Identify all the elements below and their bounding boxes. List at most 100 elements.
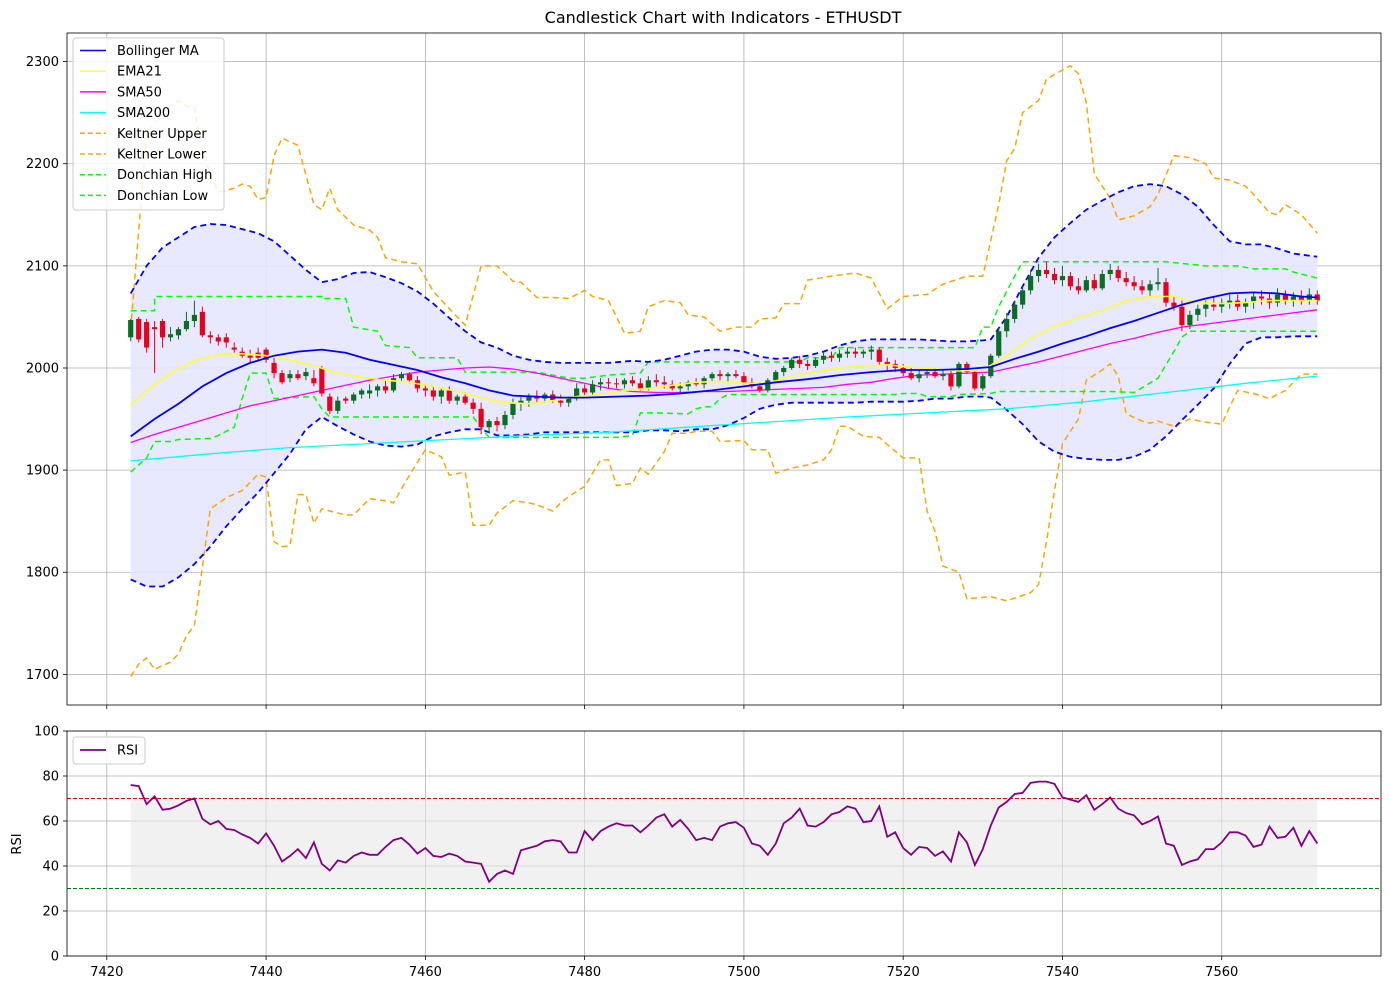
candle-body — [271, 362, 277, 374]
candle-body — [781, 367, 787, 373]
candle-body — [836, 353, 843, 358]
rsi-legend-frame — [72, 736, 146, 765]
candle-body — [1203, 304, 1209, 309]
candle-body — [1187, 314, 1193, 326]
candle-body — [382, 386, 389, 391]
candle-body — [1083, 280, 1089, 291]
candle-body — [773, 372, 779, 381]
candle-body — [486, 421, 492, 428]
candle-body — [534, 396, 540, 399]
candle-body — [908, 373, 914, 379]
candle-body — [335, 400, 341, 411]
price-y-tick-label: 1700 — [26, 668, 59, 683]
candle-body — [1155, 282, 1161, 285]
candle-body — [1091, 280, 1097, 289]
candle-body — [1250, 296, 1257, 303]
candle-body — [398, 374, 405, 379]
candle-body — [159, 321, 166, 338]
candle-body — [422, 388, 428, 391]
bollinger-ma-line — [130, 291, 1318, 438]
candle-body — [1028, 276, 1034, 291]
candle-body — [653, 380, 659, 383]
candle-body — [430, 390, 436, 397]
rsi-panel-frame — [66, 730, 1382, 957]
candle-body — [502, 414, 508, 426]
rsi-line — [130, 780, 1319, 884]
candle-body — [136, 318, 142, 340]
candle-body — [948, 374, 954, 387]
candle-body — [1211, 304, 1217, 307]
rsi-x-tick-label: 7540 — [1046, 965, 1079, 980]
candle-body — [717, 374, 723, 377]
candle-body — [1219, 302, 1225, 307]
candle-body — [1099, 274, 1105, 289]
candle-body — [1195, 308, 1201, 315]
candle-body — [812, 359, 819, 366]
candle-body — [1043, 269, 1050, 275]
candle-body — [661, 382, 667, 385]
candle-body — [526, 396, 532, 401]
candle-body — [828, 355, 835, 358]
candle-body — [1298, 296, 1304, 301]
candle-body — [406, 374, 413, 381]
legend-label: Donchian Low — [117, 189, 209, 204]
rsi-y-tick-label: 100 — [34, 725, 59, 740]
sma200-line — [130, 375, 1318, 462]
candle-body — [980, 376, 986, 389]
candle-body — [1171, 302, 1177, 307]
legend-label: EMA21 — [117, 65, 162, 80]
candle-body — [597, 382, 604, 385]
candle-body — [613, 383, 620, 385]
candle-body — [1051, 274, 1058, 281]
candle-body — [175, 329, 182, 336]
candle-body — [478, 408, 484, 428]
candle-body — [574, 388, 580, 399]
rsi-y-tick-label: 60 — [42, 815, 59, 830]
rsi-y-tick-label: 20 — [42, 905, 59, 920]
candle-body — [582, 388, 588, 393]
candle-body — [1282, 294, 1289, 301]
candle-body — [1179, 306, 1185, 326]
candle-body — [645, 380, 651, 389]
candle-body — [797, 359, 803, 364]
candle-body — [884, 361, 890, 364]
candle-body — [590, 384, 596, 393]
legend-label: Keltner Lower — [117, 148, 207, 163]
bollinger-upper-line — [129, 183, 1318, 364]
candle-body — [868, 349, 874, 352]
candle-body — [1131, 282, 1137, 287]
price-y-tick-label: 2300 — [26, 55, 59, 70]
candle-body — [876, 349, 882, 362]
candle-body — [765, 380, 771, 391]
candle-body — [279, 373, 285, 383]
rsi-neutral-zone — [130, 798, 1318, 889]
candle-body — [1258, 296, 1265, 299]
rsi-x-tick-label: 7560 — [1205, 965, 1238, 980]
candle-body — [303, 372, 309, 377]
candle-body — [191, 314, 198, 321]
keltner-upper-line — [129, 64, 1318, 335]
candle-body — [343, 398, 349, 401]
candle-body — [1067, 276, 1074, 287]
candle-body — [996, 331, 1002, 356]
price-y-tick-label: 2200 — [26, 157, 59, 172]
candle-body — [733, 374, 739, 377]
legend-label: SMA50 — [117, 85, 162, 100]
candle-body — [359, 390, 365, 395]
candle-body — [605, 382, 612, 384]
candle-body — [1059, 276, 1066, 281]
candle-body — [1123, 278, 1129, 283]
candle-body — [223, 337, 229, 343]
rsi-y-tick-label: 0 — [51, 950, 59, 965]
candle-body — [319, 367, 325, 394]
candle-body — [438, 390, 444, 397]
legend-label: Bollinger MA — [117, 44, 199, 59]
candle-body — [956, 363, 962, 387]
candle-body — [932, 372, 938, 377]
candle-body — [215, 337, 221, 342]
rsi-y-axis-label: RSI — [10, 833, 25, 854]
candle-body — [669, 384, 675, 389]
legend-frame — [72, 37, 225, 211]
rsi-x-tick-label: 7460 — [409, 965, 442, 980]
